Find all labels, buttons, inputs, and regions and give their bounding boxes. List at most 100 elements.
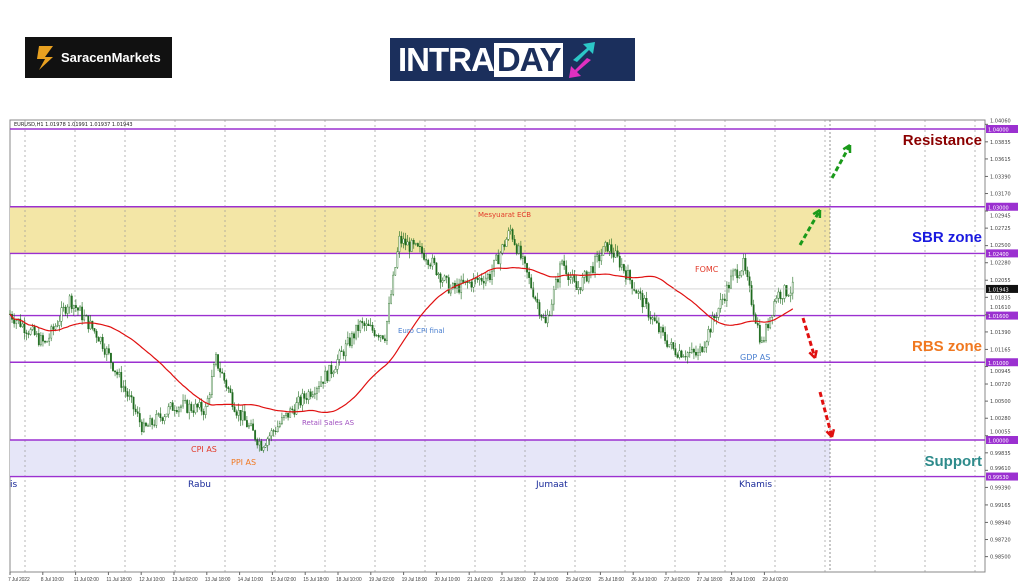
candle-body <box>394 267 397 276</box>
candle-body <box>517 245 520 254</box>
candle-body <box>27 333 30 335</box>
candle-body <box>690 349 693 353</box>
candle-body <box>231 392 234 407</box>
candle-body <box>338 350 341 360</box>
candle-body <box>349 337 351 346</box>
candle-body <box>476 277 479 280</box>
candle-body <box>145 422 147 426</box>
y-tick-label: 1.02280 <box>990 261 1011 267</box>
candle-body <box>200 402 203 412</box>
zone-1 <box>10 440 830 477</box>
candle-body <box>266 438 269 446</box>
x-tick-label: 19 Jul 18:00 <box>402 577 428 583</box>
candle-body <box>559 263 561 283</box>
candle-body <box>522 256 524 259</box>
candle-body <box>489 274 491 280</box>
candle-body <box>97 337 100 342</box>
candle-body <box>276 426 279 432</box>
candle-body <box>557 279 559 283</box>
candle-body <box>608 244 611 252</box>
y-tick-label: 1.03390 <box>990 174 1011 180</box>
candle-body <box>460 279 463 293</box>
candle-body <box>565 265 568 275</box>
candle-body <box>252 423 254 431</box>
candle-body <box>322 381 325 384</box>
candle-body <box>499 252 502 265</box>
candle-body <box>441 280 444 283</box>
day-label: Rabu <box>188 480 211 490</box>
candle-body <box>132 396 135 410</box>
candle-body <box>752 304 755 315</box>
candle-body <box>186 400 189 413</box>
candle-body <box>217 354 219 369</box>
candle-body <box>85 315 88 317</box>
candle-body <box>19 318 22 327</box>
candle-body <box>423 252 425 260</box>
candle-body <box>272 430 275 432</box>
candle-body <box>50 326 53 339</box>
candle-body <box>233 406 236 412</box>
candle-body <box>398 235 401 253</box>
candle-body <box>781 298 784 300</box>
candle-body <box>297 396 300 403</box>
y-tick-label: 1.01165 <box>990 347 1011 353</box>
candle-body <box>367 323 370 326</box>
candle-body <box>13 319 16 324</box>
x-tick-label: 13 Jul 02:00 <box>172 577 198 583</box>
candle-body <box>600 255 603 262</box>
y-tick-label: 1.00500 <box>990 399 1011 405</box>
candle-body <box>668 344 671 347</box>
candle-body <box>173 410 176 412</box>
candle-body <box>23 323 26 334</box>
candle-body <box>682 356 685 358</box>
candle-body <box>175 410 178 413</box>
candle-body <box>592 266 594 273</box>
x-tick-label: 12 Jul 10:00 <box>139 577 165 583</box>
candle-body <box>140 421 143 433</box>
y-tick-label: 1.01610 <box>990 305 1011 311</box>
dashed-arrow <box>830 144 852 179</box>
candle-body <box>643 298 646 308</box>
candle-body <box>616 250 619 257</box>
candle-body <box>142 422 145 433</box>
candle-body <box>81 306 84 321</box>
candle-body <box>311 394 314 397</box>
candle-body <box>223 373 226 381</box>
candle-body <box>31 326 34 330</box>
candle-body <box>765 324 767 341</box>
level-tag <box>986 311 1018 320</box>
candle-body <box>548 314 551 316</box>
candle-body <box>295 402 298 415</box>
candle-body <box>664 332 666 341</box>
candle-body <box>330 364 333 375</box>
candle-body <box>237 410 240 416</box>
candle-body <box>620 264 623 268</box>
level-tag <box>986 358 1018 367</box>
candle-body <box>550 303 553 316</box>
y-tick-label: 1.00280 <box>990 416 1011 422</box>
candle-body <box>373 330 376 336</box>
candle-body <box>79 306 81 311</box>
candle-body <box>60 307 63 322</box>
logo-text-b: DAY <box>493 42 564 77</box>
candle-body <box>48 337 51 342</box>
y-tick-label: 1.02725 <box>990 226 1011 232</box>
event-label: Mesyuarat ECB <box>478 211 531 219</box>
event-label: FOMC <box>695 265 719 274</box>
candle-body <box>495 254 498 261</box>
candle-body <box>431 257 434 267</box>
candle-body <box>618 255 621 268</box>
candle-body <box>443 275 446 281</box>
candle-body <box>528 272 531 278</box>
candle-body <box>42 335 44 342</box>
candle-body <box>70 295 73 310</box>
candle-body <box>575 281 578 291</box>
candle-body <box>507 230 510 240</box>
candle-body <box>227 387 230 390</box>
candle-body <box>404 238 407 246</box>
candle-body <box>215 354 217 365</box>
current-price-tag <box>986 284 1018 293</box>
x-tick-label: 8 Jul 10:00 <box>41 577 64 583</box>
y-tick-label: 1.04060 <box>990 119 1011 125</box>
